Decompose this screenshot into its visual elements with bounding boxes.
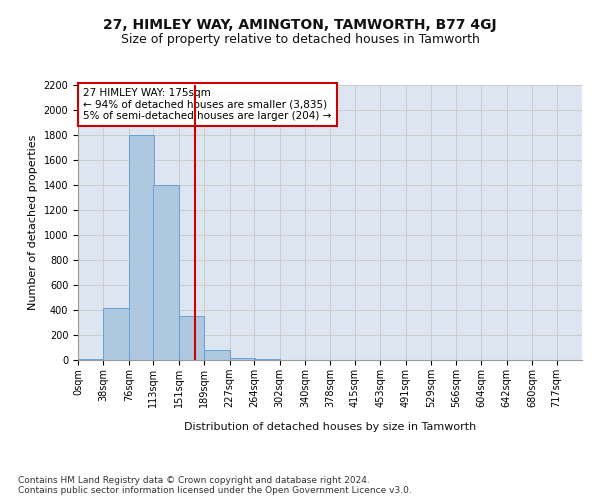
Text: Distribution of detached houses by size in Tamworth: Distribution of detached houses by size … xyxy=(184,422,476,432)
Bar xyxy=(230,358,255,360)
Text: 27, HIMLEY WAY, AMINGTON, TAMWORTH, B77 4GJ: 27, HIMLEY WAY, AMINGTON, TAMWORTH, B77 … xyxy=(103,18,497,32)
Text: 27 HIMLEY WAY: 175sqm
← 94% of detached houses are smaller (3,835)
5% of semi-de: 27 HIMLEY WAY: 175sqm ← 94% of detached … xyxy=(83,88,331,121)
Text: Size of property relative to detached houses in Tamworth: Size of property relative to detached ho… xyxy=(121,32,479,46)
Bar xyxy=(78,359,103,360)
Bar xyxy=(154,185,179,360)
Bar xyxy=(204,350,230,360)
Y-axis label: Number of detached properties: Number of detached properties xyxy=(28,135,38,310)
Bar xyxy=(129,135,154,360)
Bar xyxy=(103,308,129,360)
Bar xyxy=(179,316,204,360)
Text: Contains HM Land Registry data © Crown copyright and database right 2024.
Contai: Contains HM Land Registry data © Crown c… xyxy=(18,476,412,495)
